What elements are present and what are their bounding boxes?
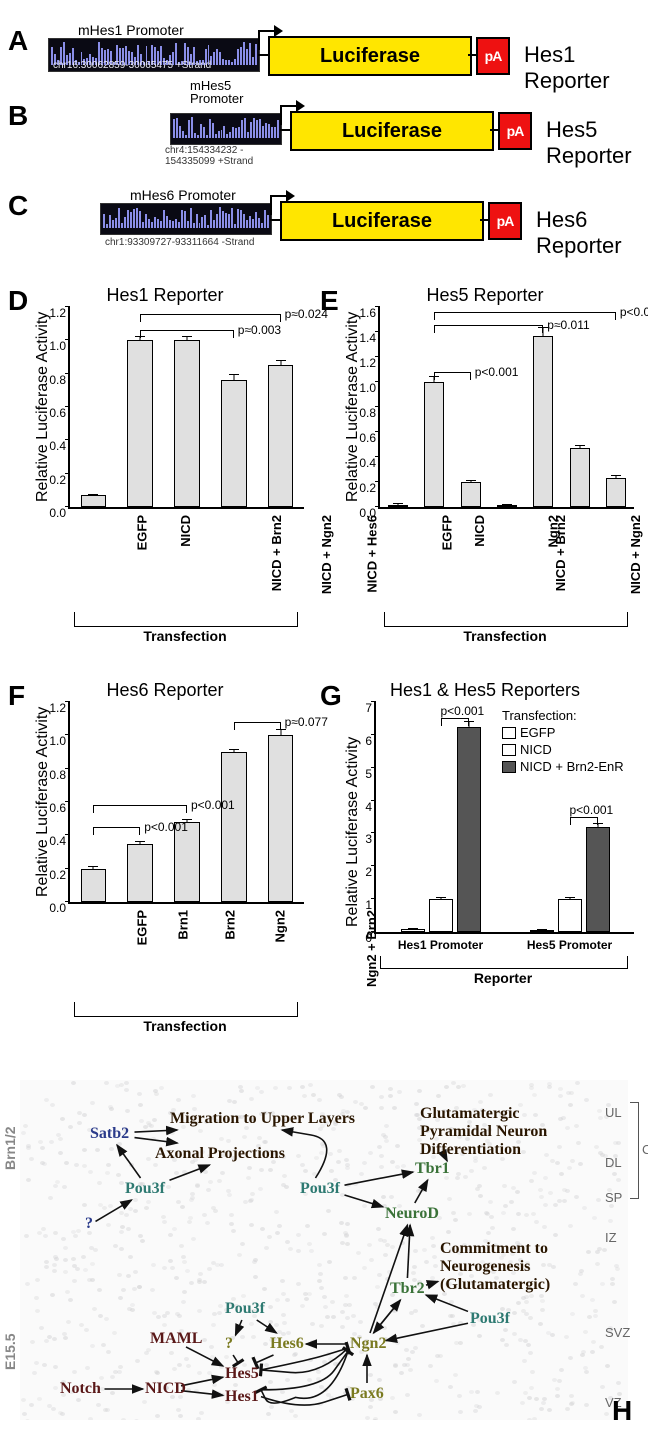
node-pou3f_d: Pou3f bbox=[470, 1310, 510, 1328]
node-notch: Notch bbox=[60, 1380, 101, 1398]
figure-root: Achr16:30062859-30065475 +StrandmHes1 Pr… bbox=[0, 0, 648, 1434]
chart-hes6: Hes6 Reporter0.00.20.40.60.81.01.2EGFPBr… bbox=[20, 680, 310, 1040]
polyA-box: pA bbox=[476, 37, 510, 75]
node-q2: ? bbox=[225, 1335, 233, 1353]
polyA-box: pA bbox=[498, 112, 532, 150]
luciferase-box: Luciferase bbox=[290, 111, 494, 151]
chart-hes1-hes5-combined: Hes1 & Hes5 Reporters01234567Hes1 Promot… bbox=[330, 680, 640, 1040]
node-q1: ? bbox=[85, 1215, 93, 1233]
node-glut: GlutamatergicPyramidal NeuronDifferentia… bbox=[420, 1105, 547, 1159]
node-commit: Commitment toNeurogenesis(Glutamatergic) bbox=[440, 1240, 550, 1294]
node-mig: Migration to Upper Layers bbox=[170, 1110, 355, 1128]
pathway-diagram: Brn1/2E15.5ULDLSPIZSVZVZCPSatb2Migration… bbox=[20, 1080, 628, 1420]
construct-B: mHes5Promoterchr4:154334232 -154335099 +… bbox=[40, 95, 628, 165]
node-neurod: NeuroD bbox=[385, 1205, 439, 1223]
luciferase-box: Luciferase bbox=[280, 201, 484, 241]
node-pou3f_c: Pou3f bbox=[225, 1300, 265, 1318]
node-hes1: Hes1 bbox=[225, 1388, 259, 1406]
luciferase-box: Luciferase bbox=[268, 36, 472, 76]
construct-C: chr1:93309727-93311664 -StrandmHes6 Prom… bbox=[40, 185, 628, 255]
node-pax6: Pax6 bbox=[350, 1385, 384, 1403]
node-satb2: Satb2 bbox=[90, 1125, 129, 1143]
chart-hes5: Hes5 Reporter0.00.20.40.60.81.01.21.41.6… bbox=[330, 285, 640, 645]
node-axo: Axonal Projections bbox=[155, 1145, 285, 1163]
node-nicd: NICD bbox=[145, 1380, 186, 1398]
node-ngn2: Ngn2 bbox=[350, 1335, 386, 1353]
node-tbr2: Tbr2 bbox=[390, 1280, 425, 1298]
node-pou3f_a: Pou3f bbox=[125, 1180, 165, 1198]
node-maml: MAML bbox=[150, 1330, 202, 1348]
polyA-box: pA bbox=[488, 202, 522, 240]
node-hes5: Hes5 bbox=[225, 1365, 259, 1383]
chart-hes1: Hes1 Reporter0.00.20.40.60.81.01.2EGFPNI… bbox=[20, 285, 310, 645]
construct-A: chr16:30062859-30065475 +StrandmHes1 Pro… bbox=[40, 20, 628, 90]
node-pou3f_b: Pou3f bbox=[300, 1180, 340, 1198]
node-hes6: Hes6 bbox=[270, 1335, 304, 1353]
node-tbr1: Tbr1 bbox=[415, 1160, 450, 1178]
